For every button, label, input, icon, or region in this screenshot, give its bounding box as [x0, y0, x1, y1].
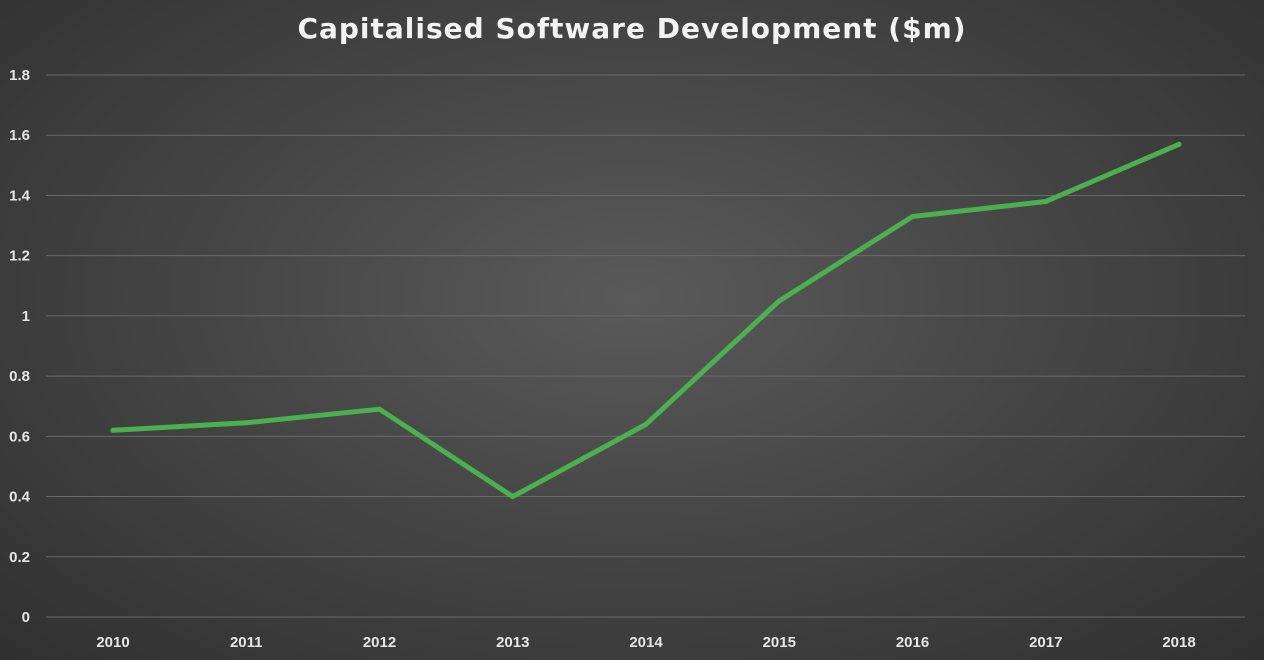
series-line-0	[110, 141, 1182, 500]
x-tick-label: 2011	[230, 634, 263, 651]
data-point-2016	[910, 214, 915, 220]
data-point-2011	[243, 420, 249, 426]
x-tick-label: 2010	[96, 634, 129, 651]
y-tick-label: 1	[22, 308, 30, 325]
x-axis: 2010 2011 2012 2013 2014 2015 2016 2017 2018	[96, 634, 1195, 651]
x-tick-label: 2016	[896, 634, 929, 651]
y-tick-label: 0	[22, 609, 30, 626]
y-tick-label: 1.2	[9, 248, 30, 265]
data-point-2015	[776, 298, 782, 304]
x-tick-label: 2017	[1029, 634, 1062, 651]
data-point-2017	[1043, 198, 1049, 204]
y-tick-label: 0.4	[9, 489, 31, 506]
x-tick-label: 2012	[363, 634, 396, 651]
x-tick-label: 2014	[629, 634, 663, 651]
data-point-2012	[377, 406, 382, 412]
data-point-2018	[1176, 141, 1182, 147]
y-tick-label: 0.8	[9, 368, 30, 385]
x-tick-label: 2013	[496, 634, 529, 651]
series-layer	[110, 141, 1182, 500]
data-point-2013	[510, 494, 516, 500]
data-point-2010	[110, 427, 116, 433]
x-tick-label: 2018	[1162, 634, 1195, 651]
y-tick-label: 1.4	[9, 187, 31, 204]
y-tick-label: 1.6	[9, 127, 30, 144]
grid-layer	[46, 74, 1245, 618]
chart-title: Capitalised Software Development ($m)	[297, 12, 967, 45]
data-point-2014	[643, 421, 649, 427]
y-tick-label: 1.8	[9, 67, 30, 84]
y-axis: 0 0.2 0.4 0.6 0.8 1 1.2 1.4 1.6 1.8	[9, 67, 31, 626]
x-tick-label: 2015	[763, 634, 796, 651]
y-tick-label: 0.6	[9, 428, 30, 445]
y-tick-label: 0.2	[9, 549, 30, 566]
